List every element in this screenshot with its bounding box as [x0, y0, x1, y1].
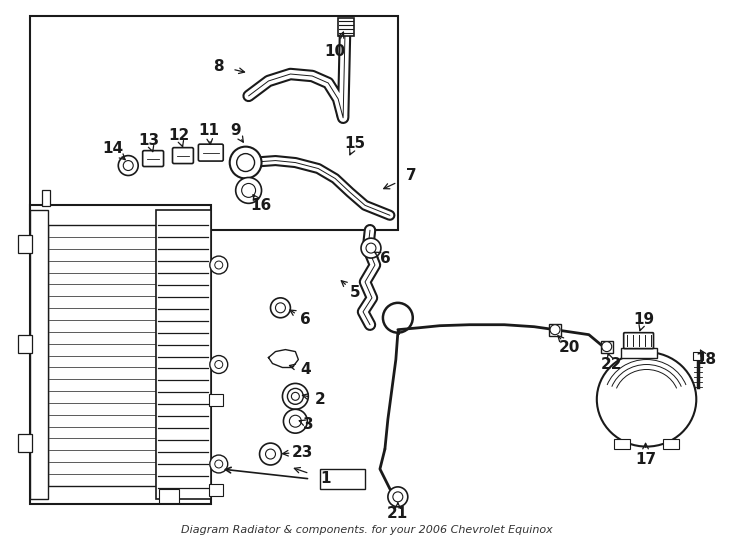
Bar — [208, 394, 222, 406]
Circle shape — [236, 153, 255, 172]
Circle shape — [230, 147, 261, 179]
Circle shape — [118, 156, 138, 176]
Bar — [549, 323, 561, 336]
Circle shape — [260, 443, 281, 465]
Text: 17: 17 — [635, 451, 656, 467]
Circle shape — [210, 355, 228, 374]
Text: 20: 20 — [559, 340, 580, 355]
Circle shape — [291, 393, 299, 400]
Text: 9: 9 — [230, 123, 241, 138]
Circle shape — [550, 325, 560, 335]
Text: 8: 8 — [214, 58, 224, 73]
Text: 14: 14 — [103, 141, 124, 156]
Bar — [338, 18, 354, 36]
Bar — [159, 489, 179, 503]
Circle shape — [215, 460, 222, 468]
Bar — [48, 225, 156, 486]
Circle shape — [275, 303, 286, 313]
Text: 6: 6 — [379, 251, 390, 266]
Circle shape — [123, 160, 133, 171]
Text: 16: 16 — [250, 198, 271, 213]
Bar — [42, 191, 50, 206]
Text: 6: 6 — [300, 312, 310, 327]
Circle shape — [236, 178, 261, 204]
Bar — [18, 335, 32, 353]
Bar — [320, 469, 365, 489]
Circle shape — [271, 298, 291, 318]
Circle shape — [215, 361, 222, 368]
Circle shape — [241, 184, 255, 198]
Text: 15: 15 — [344, 136, 366, 151]
Circle shape — [210, 455, 228, 473]
FancyBboxPatch shape — [624, 333, 653, 349]
Text: 18: 18 — [696, 352, 717, 367]
Text: 5: 5 — [349, 285, 360, 300]
Text: Diagram Radiator & components. for your 2006 Chevrolet Equinox: Diagram Radiator & components. for your … — [181, 524, 553, 535]
Bar — [601, 341, 613, 353]
Text: 23: 23 — [291, 444, 313, 460]
Circle shape — [210, 256, 228, 274]
Text: 21: 21 — [388, 506, 408, 521]
Bar — [30, 205, 211, 504]
Bar — [621, 348, 656, 357]
Text: 1: 1 — [320, 471, 330, 487]
Bar — [208, 484, 222, 496]
Text: 19: 19 — [633, 312, 654, 327]
Ellipse shape — [597, 352, 697, 447]
Circle shape — [393, 492, 403, 502]
Bar — [156, 210, 211, 499]
Text: 10: 10 — [324, 44, 346, 59]
Circle shape — [366, 243, 376, 253]
Circle shape — [283, 409, 308, 433]
Circle shape — [602, 342, 611, 352]
Text: 11: 11 — [198, 123, 219, 138]
Circle shape — [266, 449, 275, 459]
Circle shape — [215, 261, 222, 269]
Text: 3: 3 — [303, 417, 313, 431]
FancyBboxPatch shape — [142, 151, 164, 166]
Circle shape — [388, 487, 408, 507]
Text: 22: 22 — [601, 357, 622, 372]
Circle shape — [289, 415, 302, 427]
Text: 13: 13 — [139, 133, 160, 148]
Bar — [664, 439, 680, 449]
Bar — [18, 434, 32, 452]
Bar — [694, 352, 703, 360]
Text: 4: 4 — [300, 362, 310, 377]
Bar — [30, 210, 48, 499]
Circle shape — [361, 238, 381, 258]
Bar — [18, 235, 32, 253]
Circle shape — [288, 388, 303, 404]
Text: 12: 12 — [168, 128, 189, 143]
Circle shape — [283, 383, 308, 409]
Bar — [614, 439, 630, 449]
Bar — [30, 16, 398, 230]
Text: 7: 7 — [407, 168, 417, 183]
FancyBboxPatch shape — [198, 144, 223, 161]
Polygon shape — [269, 349, 298, 368]
FancyBboxPatch shape — [172, 147, 193, 164]
Text: 2: 2 — [315, 392, 326, 407]
